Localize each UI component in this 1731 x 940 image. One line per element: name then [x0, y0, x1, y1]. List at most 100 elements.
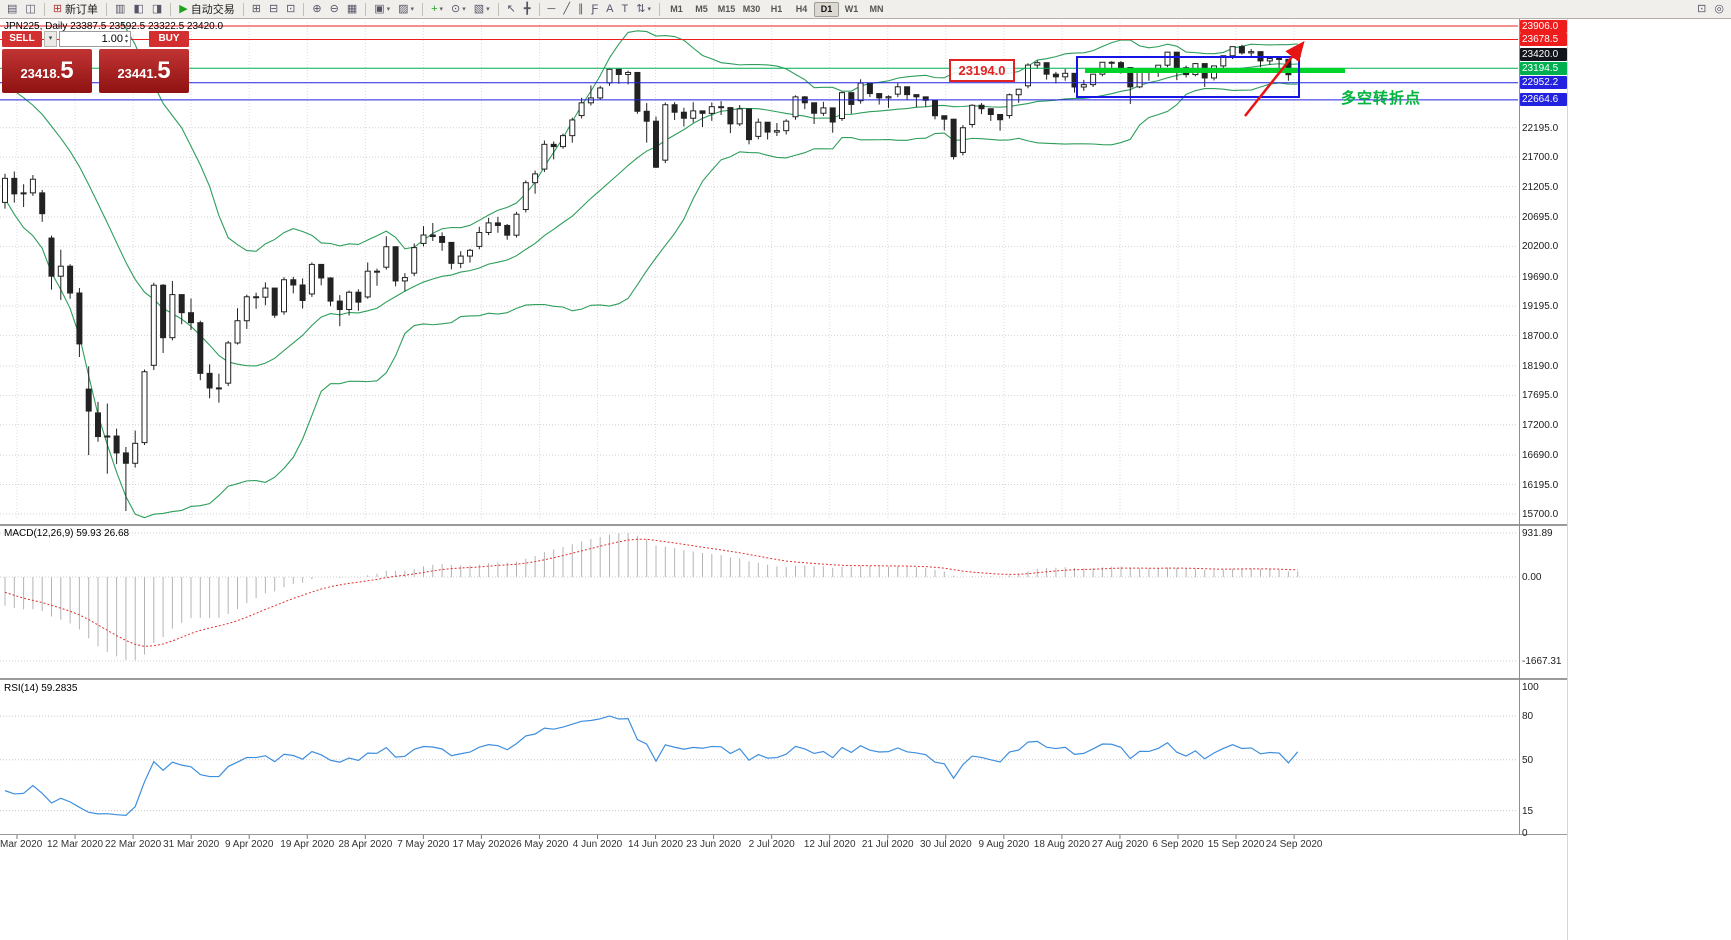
timeframe-h1-button[interactable]: H1 [764, 2, 789, 17]
periods-icon: ⊙ [451, 3, 461, 15]
sell-button[interactable]: SELL [2, 31, 42, 47]
add-indicator-icon[interactable]: + ▾ [428, 1, 446, 17]
periods-icon[interactable]: ⊙ ▾ [448, 1, 469, 17]
date-axis-label: 9 Apr 2020 [225, 839, 274, 850]
macd-indicator-label: MACD(12,26,9) 59.93 26.68 [4, 528, 130, 539]
search-icon[interactable]: ◎ [1711, 1, 1727, 17]
buy-price-button[interactable]: 23441. 5 [99, 49, 189, 93]
text-icon: T [621, 3, 629, 15]
market-watch-icon[interactable]: ▥ [112, 1, 128, 17]
panel-separator[interactable] [0, 524, 1568, 526]
price-level-label: 22952.2 [1520, 76, 1567, 90]
tile-windows-icon[interactable]: ◫ [22, 1, 38, 17]
navigator-icon[interactable]: ◨ [149, 1, 165, 17]
rsi-axis-label: 100 [1522, 682, 1539, 693]
rsi-indicator-label: RSI(14) 59.2835 [4, 683, 78, 694]
candles-layer [2, 44, 1301, 512]
date-axis-label: 9 Aug 2020 [978, 839, 1030, 850]
cursor-icon[interactable]: ↖ [504, 1, 519, 17]
timeframe-m1-button[interactable]: M1 [664, 2, 689, 17]
zoom-out-icon[interactable]: ⊖ [327, 1, 342, 17]
toolbar-separator [43, 2, 45, 16]
arrows-icon[interactable]: ⇅ ▾ [633, 1, 654, 17]
horizontal-line-icon[interactable]: ─ [545, 1, 559, 17]
cascade-windows-icon[interactable]: ⊞ [249, 1, 264, 17]
tile-horizontal-icon[interactable]: ⊟ [266, 1, 281, 17]
rsi-axis-label: 50 [1522, 754, 1534, 766]
sell-price-button[interactable]: 23418. 5 [2, 49, 92, 93]
zoom-in-icon[interactable]: ⊕ [309, 1, 324, 17]
date-axis-label: 2 Jul 2020 [748, 839, 795, 850]
price-axis-label: 18700.0 [1522, 330, 1559, 342]
buy-button[interactable]: BUY [149, 31, 189, 47]
fibonacci-icon[interactable]: Ƒ [588, 1, 601, 17]
autotrading-icon: ▶ [179, 3, 188, 15]
price-axis-label: 20695.0 [1522, 211, 1559, 223]
macd-axis-label: 931.89 [1522, 528, 1553, 539]
price-axis-label: 21205.0 [1522, 181, 1559, 193]
date-axis-label: 12 Mar 2020 [46, 839, 104, 850]
tile-windows-icon: ◫ [25, 3, 36, 15]
spinner-down-icon[interactable]: ▾ [124, 39, 128, 45]
date-axis-label: 24 Sep 2020 [1265, 839, 1323, 850]
timeframe-mn-button[interactable]: MN [864, 2, 889, 17]
chart-window-icon[interactable]: ▤ [4, 1, 20, 17]
rsi-axis-label: 15 [1522, 805, 1534, 817]
crosshair-icon[interactable]: ╋ [521, 1, 534, 17]
search-icon: ◎ [1714, 3, 1724, 15]
date-axis-label: 12 Jul 2020 [803, 839, 856, 850]
price-axis-label: 16690.0 [1522, 450, 1559, 462]
new-order-button[interactable]: ⊞ 新订单 [50, 1, 101, 17]
arrows-icon: ⇅ [636, 3, 646, 15]
spinner-up-icon[interactable]: ▴ [124, 33, 128, 39]
timeframe-d1-button[interactable]: D1 [813, 1, 839, 17]
price-axis-label: 21700.0 [1522, 152, 1559, 164]
date-axis-label: 21 Jul 2020 [861, 839, 914, 850]
tile-vertical-icon[interactable]: ⊡ [283, 1, 298, 17]
cascade-windows-icon: ⊞ [251, 3, 261, 15]
bollinger-lower-band [4, 82, 1298, 519]
fibonacci-icon: Ƒ [591, 3, 599, 15]
templates-icon[interactable]: ▧ ▾ [471, 1, 493, 17]
date-axis-label: 18 Aug 2020 [1033, 839, 1090, 850]
crosshair-icon: ╋ [523, 3, 531, 15]
price-callout-label[interactable]: 23194.0 [949, 59, 1015, 82]
timeframe-m5-button[interactable]: M5 [689, 2, 714, 17]
toolbar-separator [497, 2, 499, 16]
date-axis-label: 6 Sep 2020 [1152, 839, 1204, 850]
toolbar-separator [303, 2, 305, 16]
text-label-icon[interactable]: A [603, 1, 616, 17]
timeframe-w1-button[interactable]: W1 [839, 2, 864, 17]
data-window-icon[interactable]: ◧ [130, 1, 146, 17]
panel-separator[interactable] [0, 678, 1568, 680]
new-chart-icon[interactable]: ▣ ▾ [371, 1, 393, 17]
volume-input[interactable]: 1.00 ▴ ▾ [59, 31, 131, 47]
toolbar-separator [658, 2, 660, 16]
tile-vertical-icon: ⊡ [286, 3, 296, 15]
macd-layer [4, 533, 1299, 661]
toolbar-separator [365, 2, 367, 16]
timeframe-m30-button[interactable]: M30 [739, 2, 764, 17]
profiles-icon[interactable]: ▨ ▾ [395, 1, 417, 17]
grid-icon[interactable]: ▦ [344, 1, 360, 17]
oct-options-dropdown[interactable]: ▾ [44, 31, 57, 47]
timeframe-m15-button[interactable]: M15 [714, 2, 739, 17]
toolbar-separator [106, 2, 108, 16]
screenshot-icon[interactable]: ⊡ [1694, 1, 1709, 17]
timeframe-h4-button[interactable]: H4 [789, 2, 814, 17]
trendline-icon[interactable]: ╱ [560, 1, 573, 17]
equidistant-channel-icon: ∥ [577, 3, 584, 15]
macd-signal-line [4, 538, 1298, 647]
annotation-note-text[interactable]: 多空转折点 [1341, 90, 1422, 107]
text-label-icon: A [606, 3, 614, 15]
oct-header-row: SELL ▾ 1.00 ▴ ▾ BUY [2, 31, 189, 47]
date-axis-label: 28 Apr 2020 [338, 839, 393, 850]
autotrading-button[interactable]: ▶ 自动交易 [176, 1, 237, 17]
text-icon[interactable]: T [619, 1, 632, 17]
equidistant-channel-icon[interactable]: ∥ [575, 1, 587, 17]
date-axis-label: 14 Jun 2020 [628, 839, 684, 850]
grid-icon: ▦ [346, 3, 358, 15]
zoom-in-icon: ⊕ [312, 3, 322, 15]
